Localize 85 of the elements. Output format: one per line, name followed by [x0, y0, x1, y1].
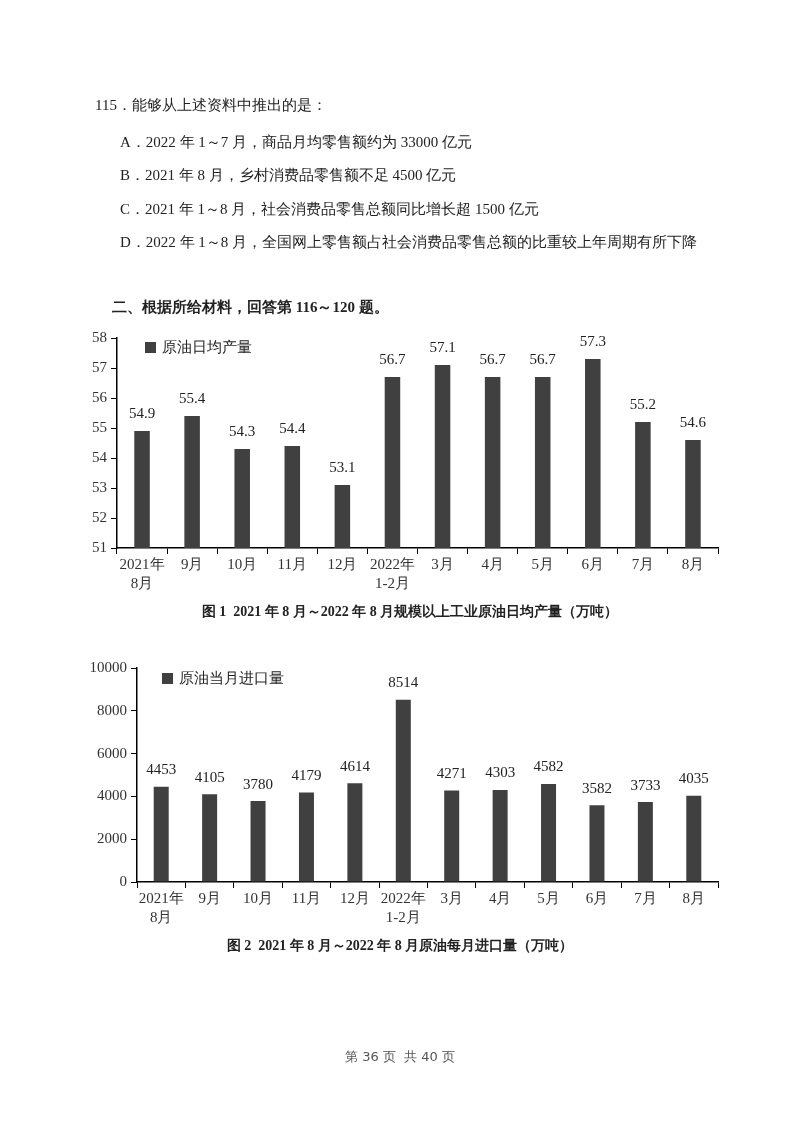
text: D．2022 年 1～8 月，全国网上零售额占社会消费品零售总额的比重较上年周期有所下降: [120, 233, 698, 253]
bar: [492, 789, 508, 882]
data-label: 57.1: [429, 339, 456, 356]
data-label: 3582: [581, 779, 612, 796]
x-tick-label: 2021年 8月: [119, 556, 165, 592]
data-label: 56.7: [529, 351, 557, 368]
y-tick-label: 56: [92, 388, 108, 405]
y-tick-label: 52: [92, 508, 107, 525]
x-tick-label: 3月: [440, 890, 463, 907]
x-tick-label: 10月: [243, 890, 274, 907]
bar: [637, 802, 653, 882]
x-tick-label: 12月: [327, 556, 358, 573]
x-tick-label: 6月: [585, 890, 609, 907]
data-label: 54.9: [128, 405, 156, 422]
data-label: 4179: [291, 767, 322, 784]
x-tick-label: 8月: [682, 890, 706, 907]
x-tick-label: 3月: [431, 556, 454, 573]
data-label: 54.3: [229, 423, 256, 440]
x-tick-label: 9月: [198, 890, 221, 907]
x-tick-label: 6月: [581, 556, 605, 573]
data-label: 4303: [485, 764, 516, 781]
y-tick-label: 2000: [97, 830, 127, 847]
y-tick-label: 57: [92, 358, 108, 375]
bar: [202, 794, 218, 882]
x-tick-label: 8月: [681, 556, 705, 573]
y-tick-label: 8000: [97, 701, 127, 718]
bar: [541, 783, 557, 882]
data-label: 55.4: [179, 390, 206, 407]
text: B．2021 年 8 月，乡村消费品零售额不足 4500 亿元: [120, 166, 457, 186]
data-label: 8514: [388, 674, 419, 691]
text: 115．能够从上述资料中推出的是：: [95, 96, 327, 115]
bar: [153, 786, 169, 882]
data-label: 56.7: [479, 351, 507, 368]
y-tick-label: 51: [92, 538, 107, 555]
data-label: 3733: [630, 776, 661, 793]
data-label: 57.3: [579, 333, 606, 350]
y-tick-label: 58: [92, 328, 107, 345]
chart-subtitle: 二、根据所给材料，回答第 116～120 题。: [112, 298, 389, 317]
y-tick-label: 53: [92, 478, 107, 495]
data-label: 54.4: [279, 420, 306, 437]
x-tick-label: 9月: [180, 556, 204, 573]
data-label: 3780: [243, 775, 274, 792]
text: 图 1 2021 年 8 月～2022 年 8 月规模以上工业原油日均产量（万吨）: [201, 603, 619, 621]
x-tick-label: 2022年 1-2月: [380, 890, 426, 926]
text: A．2022 年 1～7 月，商品月均零售额约为 33000 亿元: [120, 133, 473, 152]
bar: [395, 699, 411, 882]
data-label: 4105: [194, 768, 225, 785]
x-tick-label: 5月: [537, 890, 560, 907]
x-tick-label: 5月: [531, 556, 554, 573]
data-label: 55.2: [629, 396, 656, 413]
x-tick-label: 2021年 8月: [138, 890, 184, 926]
data-label: 4035: [678, 770, 709, 787]
bar: [589, 805, 605, 882]
x-tick-label: 4月: [481, 556, 504, 573]
x-tick-label: 7月: [634, 890, 657, 907]
data-label: 53.1: [329, 459, 356, 476]
y-tick-label: 6000: [97, 744, 127, 761]
text: C．2021 年 1～8 月，社会消费品零售总额同比增长超 1500 亿元: [120, 199, 539, 219]
text: 第 36 页 共 40 页: [345, 1048, 455, 1066]
x-tick-label: 2022年 1-2月: [369, 556, 415, 592]
bar: [444, 790, 460, 882]
y-tick-label: 0: [119, 872, 127, 889]
x-tick-label: 4月: [488, 890, 512, 907]
data-label: 4271: [436, 765, 467, 782]
bar: [298, 792, 314, 882]
x-tick-label: 12月: [339, 890, 370, 907]
text: 图 2 2021 年 8 月～2022 年 8 月原油每月进口量（万吨）: [226, 937, 574, 955]
x-tick-label: 10月: [227, 556, 258, 573]
bar: [686, 795, 702, 882]
y-tick-label: 54: [92, 448, 108, 465]
legend-label: 原油日均产量: [162, 337, 252, 356]
y-tick-label: 55: [92, 418, 107, 435]
x-tick-label: 7月: [631, 556, 655, 573]
y-tick-label: 4000: [97, 787, 127, 804]
data-label: 4614: [339, 757, 371, 774]
data-label: 56.7: [379, 351, 407, 368]
data-label: 54.6: [679, 414, 707, 431]
bar: [347, 783, 363, 882]
x-tick-label: 11月: [277, 556, 308, 573]
bar: [250, 801, 266, 882]
x-tick-label: 11月: [291, 890, 322, 907]
y-tick-label: 10000: [89, 658, 127, 675]
data-label: 4582: [533, 758, 564, 775]
legend-label: 原油当月进口量: [179, 668, 284, 687]
data-label: 4453: [146, 761, 177, 778]
